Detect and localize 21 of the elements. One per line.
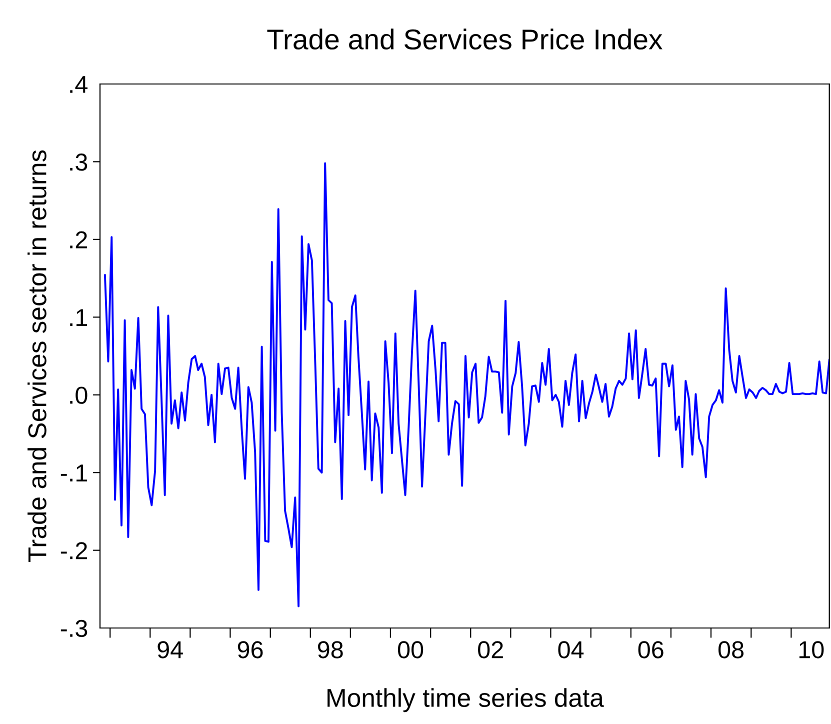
y-tick-label: -.2 [60,542,87,560]
x-tick-label: 96 [238,641,263,658]
y-tick-label: .3 [70,154,88,171]
x-tick-label: 04 [558,641,584,658]
chart-title: Trade and Services Price Index [267,28,662,50]
x-axis-title: Monthly time series data [328,688,604,712]
y-tick-label: .2 [70,231,87,248]
y-tick-label: .4 [70,76,88,93]
x-tick-label: 10 [799,641,824,658]
x-tick-label: 00 [398,641,424,658]
x-tick-label: 08 [718,641,744,658]
y-tick-label: -.1 [60,464,88,482]
x-tick-label: 06 [638,641,664,658]
y-tick-label: .0 [70,386,88,404]
y-tick-label: .1 [70,309,88,326]
x-tick-label: 02 [478,641,503,658]
x-tick-label: 98 [318,641,343,658]
y-tick-label: -.3 [60,620,88,638]
line-series [104,162,830,608]
y-axis-title: Trade and Services sector in returns [28,150,46,562]
x-tick-label: 94 [158,641,183,658]
